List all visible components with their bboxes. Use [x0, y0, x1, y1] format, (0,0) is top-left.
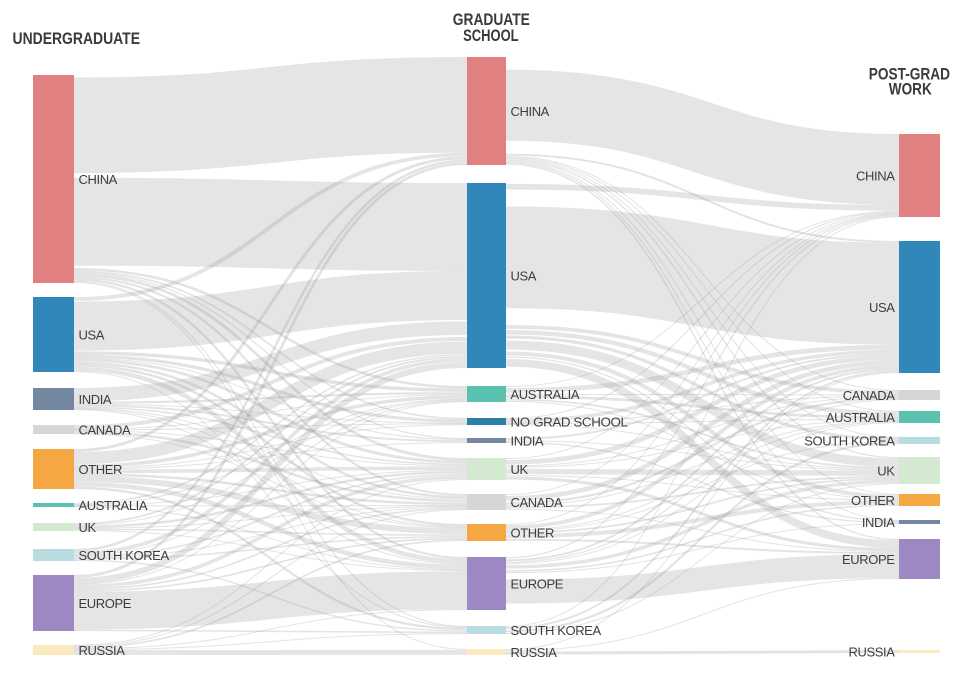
svg-text:INDIA: INDIA — [862, 515, 895, 530]
svg-text:USA: USA — [869, 300, 895, 315]
svg-text:RUSSIA: RUSSIA — [511, 645, 558, 660]
svg-text:OTHER: OTHER — [851, 493, 895, 508]
svg-text:RUSSIA: RUSSIA — [79, 643, 126, 658]
svg-text:POST-GRAD: POST-GRAD — [869, 66, 950, 84]
svg-text:OTHER: OTHER — [511, 526, 555, 541]
svg-text:EUROPE: EUROPE — [842, 552, 895, 567]
svg-text:EUROPE: EUROPE — [79, 596, 132, 611]
svg-text:GRADUATE: GRADUATE — [453, 11, 530, 29]
svg-text:CANADA: CANADA — [511, 495, 564, 510]
svg-text:OTHER: OTHER — [79, 462, 123, 477]
svg-text:CANADA: CANADA — [843, 388, 896, 403]
svg-text:RUSSIA: RUSSIA — [848, 645, 895, 660]
svg-text:UK: UK — [511, 462, 529, 477]
svg-text:USA: USA — [511, 269, 537, 284]
svg-text:UNDERGRADUATE: UNDERGRADUATE — [13, 30, 141, 48]
svg-text:CHINA: CHINA — [511, 104, 550, 119]
svg-text:WORK: WORK — [889, 81, 932, 99]
svg-text:AUSTRALIA: AUSTRALIA — [79, 498, 148, 513]
svg-text:UK: UK — [877, 464, 895, 479]
svg-text:SCHOOL: SCHOOL — [463, 27, 519, 45]
svg-text:UK: UK — [79, 520, 97, 535]
svg-text:AUSTRALIA: AUSTRALIA — [826, 410, 895, 425]
svg-text:SOUTH KOREA: SOUTH KOREA — [804, 434, 895, 449]
svg-text:AUSTRALIA: AUSTRALIA — [511, 387, 580, 402]
svg-text:EUROPE: EUROPE — [511, 577, 564, 592]
svg-text:SOUTH KOREA: SOUTH KOREA — [511, 623, 602, 638]
svg-text:INDIA: INDIA — [79, 392, 112, 407]
svg-text:CHINA: CHINA — [856, 169, 895, 184]
svg-text:SOUTH KOREA: SOUTH KOREA — [79, 548, 170, 563]
svg-text:USA: USA — [79, 328, 105, 343]
svg-text:INDIA: INDIA — [511, 434, 544, 449]
svg-text:CANADA: CANADA — [79, 423, 132, 438]
svg-text:NO GRAD SCHOOL: NO GRAD SCHOOL — [511, 415, 628, 430]
svg-text:CHINA: CHINA — [79, 172, 118, 187]
